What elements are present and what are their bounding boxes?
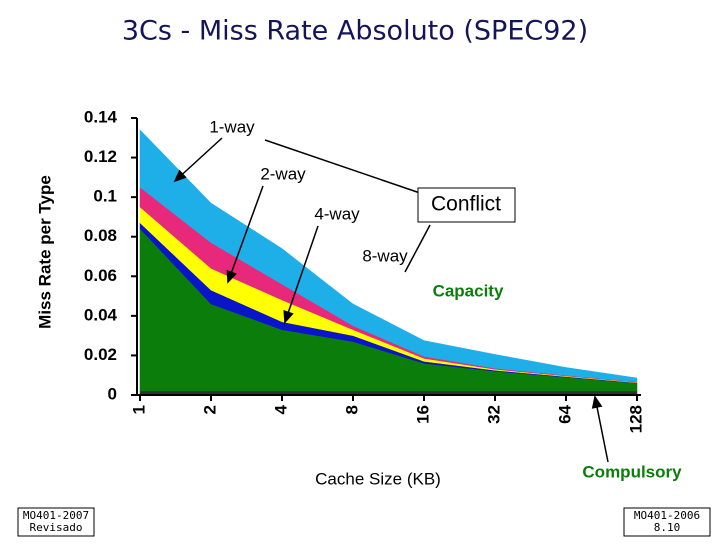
arrow bbox=[227, 185, 264, 283]
y-tick-label: 0.14 bbox=[84, 107, 118, 126]
x-tick-label: 128 bbox=[626, 405, 645, 433]
footer-box bbox=[623, 507, 711, 537]
arrow-head bbox=[283, 309, 294, 324]
conflict-label: Conflict bbox=[431, 193, 501, 216]
area bbox=[139, 129, 638, 383]
x-tick-label: 32 bbox=[484, 405, 503, 424]
arrow bbox=[594, 396, 609, 463]
y-tick-label: 0.04 bbox=[84, 305, 118, 324]
series-label: 1-way bbox=[209, 117, 255, 136]
x-tick-label: 2 bbox=[200, 405, 219, 414]
arrow-head bbox=[226, 269, 237, 284]
connector bbox=[404, 224, 431, 273]
x-tick-label: 4 bbox=[271, 404, 290, 414]
chart-title: 3Cs - Miss Rate Absoluto (SPEC92) bbox=[122, 16, 588, 47]
series-label: 4-way bbox=[314, 204, 360, 223]
y-tick-label: 0 bbox=[108, 384, 117, 403]
y-tick-label: 0.02 bbox=[84, 345, 117, 364]
x-tick-label: 8 bbox=[342, 405, 361, 414]
footer-text: Revisado bbox=[30, 521, 83, 534]
y-axis-label: Miss Rate per Type bbox=[35, 175, 54, 329]
x-tick-label: 1 bbox=[129, 405, 148, 414]
x-tick-label: 16 bbox=[413, 405, 432, 424]
series-label: Compulsory bbox=[582, 462, 682, 481]
arrow bbox=[284, 225, 319, 323]
x-tick-label: 64 bbox=[555, 404, 574, 423]
y-tick-label: 0.06 bbox=[84, 266, 117, 285]
footer-text: 8.10 bbox=[654, 521, 681, 534]
arrow-head bbox=[591, 395, 603, 409]
y-tick-label: 0.12 bbox=[84, 147, 117, 166]
arrow-head bbox=[173, 169, 187, 183]
footer-text: MO401-2006 bbox=[634, 509, 700, 522]
footer-box bbox=[17, 507, 95, 537]
series-label: 8-way bbox=[362, 246, 408, 265]
x-axis-label: Cache Size (KB) bbox=[315, 469, 441, 488]
annotations bbox=[173, 137, 609, 463]
plot-area bbox=[139, 129, 638, 396]
series-label: Capacity bbox=[433, 281, 504, 300]
footer-text: MO401-2007 bbox=[23, 509, 89, 522]
y-tick-label: 0.1 bbox=[93, 187, 117, 206]
conflict-box bbox=[417, 187, 516, 223]
y-tick-label: 0.08 bbox=[84, 226, 117, 245]
series-label: 2-way bbox=[260, 164, 306, 183]
connector bbox=[264, 139, 421, 194]
